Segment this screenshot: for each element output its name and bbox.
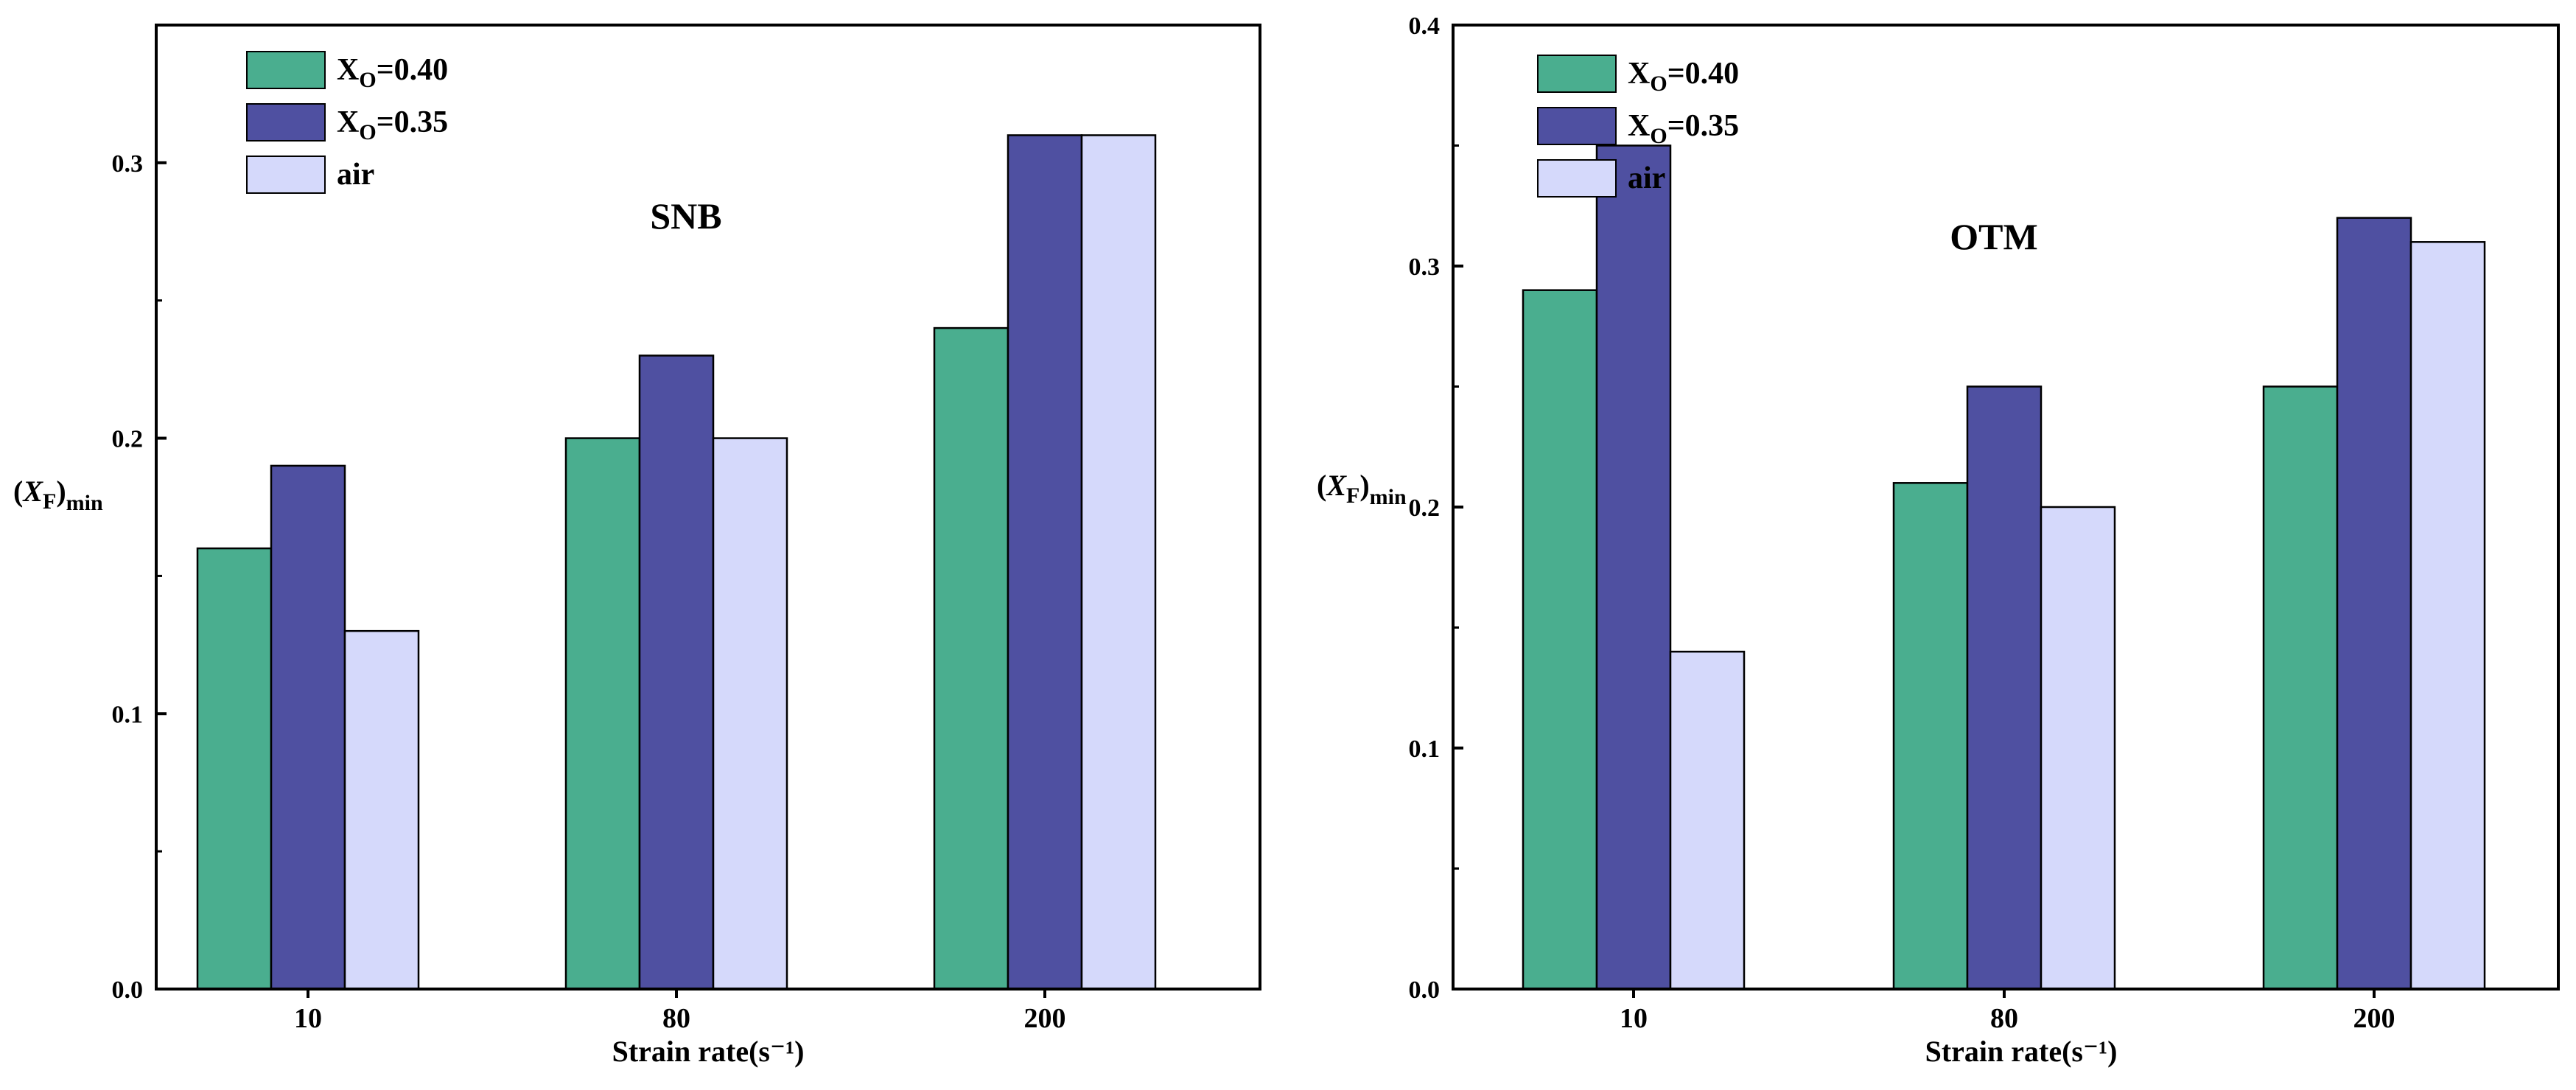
y-axis-title: (XF)min — [1317, 469, 1407, 509]
bar-xo035-10 — [1595, 144, 1672, 991]
x-tick-label-10: 10 — [294, 1003, 322, 1034]
chart-snb: 0.0 0.1 0.2 0.3 10 80 200 Strain rate(s⁻¹) (XF)m… — [13, 24, 1261, 1068]
bar-xo035-200 — [2336, 217, 2412, 991]
legend-swatch-xo035 — [246, 103, 326, 142]
y-axis-title: (XF)min — [13, 475, 103, 515]
x-tick-label-10: 10 — [1620, 1003, 1648, 1034]
legend-swatch-xo035 — [1537, 107, 1617, 145]
bar-air-80 — [712, 437, 788, 991]
x-axis-title: Strain rate(s⁻¹) — [1925, 1035, 2118, 1068]
legend-label-xo040: XO=0.40 — [1628, 57, 1739, 96]
bar-air-10 — [1669, 650, 1746, 991]
bar-xo040-10 — [1522, 289, 1598, 991]
bar-xo035-80 — [638, 354, 715, 991]
legend-swatch-air — [1537, 159, 1617, 198]
legend-label-air: air — [337, 158, 374, 192]
legend-label-xo035: XO=0.35 — [337, 105, 448, 144]
y-tick-label: 0.0 — [112, 977, 144, 1004]
legend-swatch-xo040 — [1537, 55, 1617, 93]
x-tick-label-200: 200 — [1024, 1003, 1066, 1034]
bar-xo040-80 — [564, 437, 641, 991]
y-tick-label: 0.4 — [1409, 13, 1441, 40]
bar-xo035-80 — [1966, 385, 2043, 991]
chart-title: OTM — [1950, 216, 2037, 257]
bar-xo040-200 — [2262, 385, 2339, 991]
x-tick-label-200: 200 — [2353, 1003, 2395, 1034]
y-tick-label: 0.2 — [112, 426, 144, 453]
chart-otm: 0.0 0.1 0.2 0.3 0.4 10 80 200 Strain rate(s⁻¹) (X… — [1317, 13, 2560, 1068]
y-tick-label: 0.3 — [112, 150, 144, 178]
legend-label-air: air — [1628, 161, 1665, 195]
bar-xo035-10 — [270, 464, 346, 991]
y-tick-label: 0.2 — [1409, 495, 1441, 522]
bar-xo040-200 — [933, 326, 1009, 991]
bar-xo040-10 — [196, 547, 273, 991]
legend-label-xo035: XO=0.35 — [1628, 109, 1739, 148]
y-tick-label: 0.1 — [1409, 736, 1441, 763]
legend-label-xo040: XO=0.40 — [337, 53, 448, 92]
y-tick-label: 0.1 — [112, 701, 144, 728]
plot-frame — [155, 24, 1261, 991]
x-axis-title: Strain rate(s⁻¹) — [612, 1035, 805, 1068]
legend-swatch-xo040 — [246, 51, 326, 89]
x-tick-label-80: 80 — [662, 1003, 690, 1034]
chart-title: SNB — [650, 195, 721, 237]
bar-air-80 — [2040, 506, 2116, 991]
legend: XO=0.40 XO=0.35 air — [246, 51, 448, 194]
y-tick-label: 0.0 — [1409, 977, 1441, 1004]
bar-xo040-80 — [1892, 482, 1969, 991]
bar-air-200 — [2409, 241, 2486, 991]
legend-swatch-air — [246, 156, 326, 194]
y-tick-label: 0.3 — [1409, 254, 1441, 281]
bar-xo035-200 — [1007, 134, 1083, 991]
x-tick-label-80: 80 — [1990, 1003, 2018, 1034]
bar-air-10 — [343, 629, 420, 991]
bar-air-200 — [1080, 134, 1157, 991]
legend: XO=0.40 XO=0.35 air — [1537, 55, 1739, 198]
